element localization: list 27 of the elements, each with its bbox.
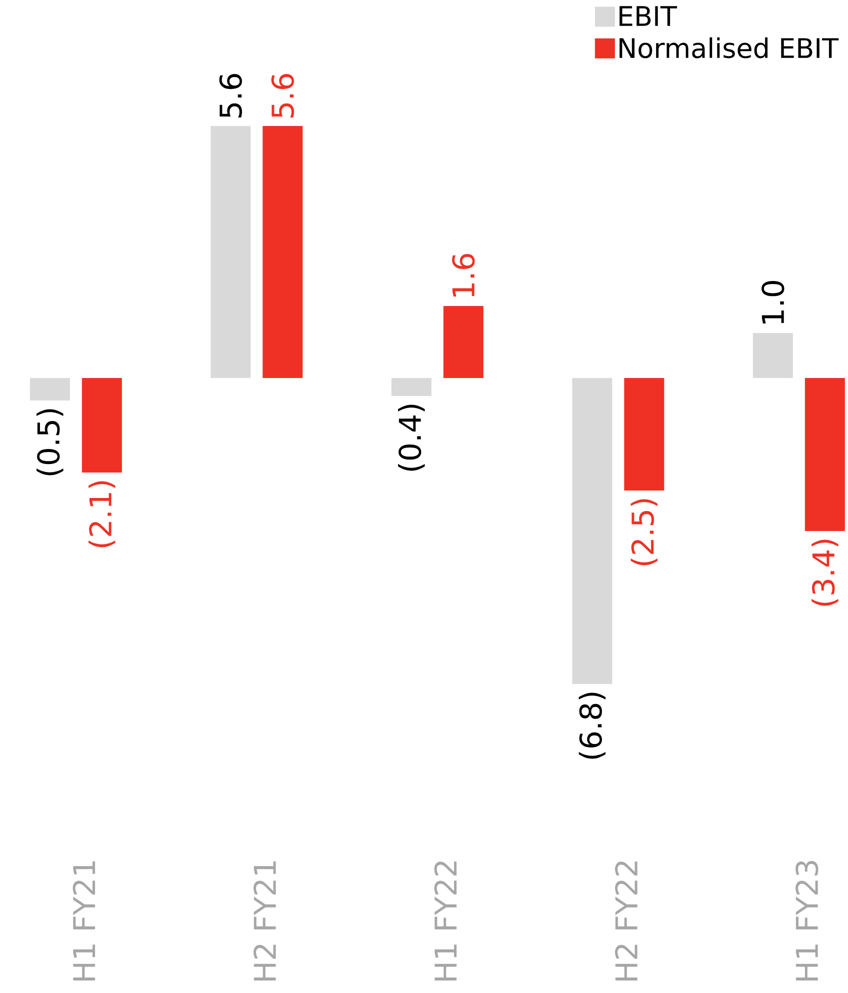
data-label: (0.5) [36,409,64,476]
x-tick-label: H1 FY21 [72,861,96,981]
bar [391,378,432,396]
legend-label: EBIT [620,6,678,26]
x-tick-label: H2 FY21 [254,861,276,981]
bar [572,378,612,684]
legend-label: Normalised EBIT [620,37,839,58]
bar [262,126,303,378]
data-label: (2.1) [88,481,116,548]
data-label: 5.6 [271,74,294,118]
bar [30,378,70,400]
data-label: (3.4) [812,540,838,606]
data-label: (0.4) [398,404,425,471]
x-tick-label: H2 FY22 [615,862,638,981]
data-label: 1.6 [452,254,475,296]
x-tick-label: H1 FY22 [434,862,457,981]
data-label: 1.0 [762,281,784,324]
data-label: (2.5) [630,499,658,566]
data-label: (6.8) [578,692,606,759]
bar [804,378,845,531]
bar [752,332,793,378]
bar [210,126,251,378]
data-label: 5.6 [219,74,242,118]
bar [443,306,484,378]
bar [624,378,664,490]
bar [82,378,122,472]
x-tick-label: H1 FY23 [796,860,818,981]
